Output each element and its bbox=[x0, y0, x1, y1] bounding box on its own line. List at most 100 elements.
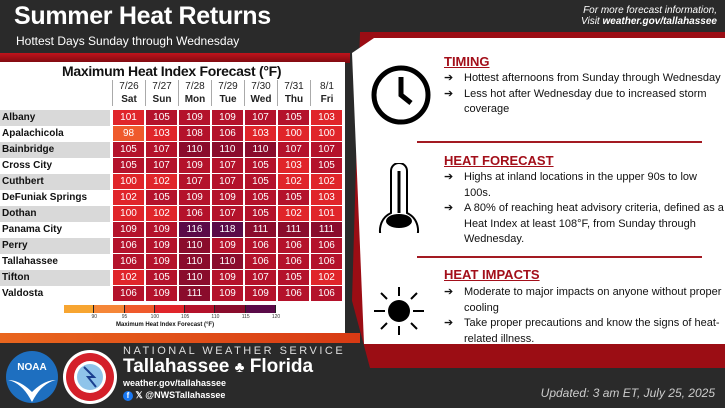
row-label: Tallahassee bbox=[2, 256, 58, 267]
heat-index-cell: 109 bbox=[146, 286, 177, 301]
heat-index-cell: 111 bbox=[245, 222, 276, 237]
heat-index-cell: 109 bbox=[212, 238, 243, 253]
x-icon[interactable]: 𝕏 bbox=[135, 390, 143, 400]
heat-index-cell: 110 bbox=[179, 142, 210, 157]
heat-index-cell: 106 bbox=[113, 286, 144, 301]
heat-index-cell: 111 bbox=[311, 222, 342, 237]
office-city: Tallahassee bbox=[123, 356, 230, 377]
agency-name: NATIONAL WEATHER SERVICE bbox=[123, 345, 346, 357]
arrow-icon: ➔ bbox=[444, 72, 454, 84]
column-date: 7/31 bbox=[284, 81, 304, 92]
heat-index-cell: 107 bbox=[212, 158, 243, 173]
column-date: 7/30 bbox=[251, 81, 271, 92]
heat-index-cell: 105 bbox=[245, 206, 276, 221]
heat-index-cell: 100 bbox=[311, 126, 342, 141]
heat-index-cell: 105 bbox=[278, 190, 309, 205]
column-day: Fri bbox=[320, 94, 334, 105]
heat-index-cell: 109 bbox=[179, 190, 210, 205]
bullet-item: ➔ Hottest afternoons from Sunday through … bbox=[440, 71, 725, 87]
colorbar-segment bbox=[215, 305, 246, 313]
bullet-item: ➔ A 80% of reaching heat advisory criteri… bbox=[440, 201, 725, 248]
heat-index-cell: 106 bbox=[113, 238, 144, 253]
office-state: Florida bbox=[249, 356, 314, 377]
bullet-text: Hottest afternoons from Sunday through W… bbox=[464, 72, 721, 84]
svg-text:NOAA: NOAA bbox=[17, 362, 46, 373]
timing-bullets: ➔ Hottest afternoons from Sunday through … bbox=[440, 71, 725, 118]
more-info: For more forecast information, Visit weat… bbox=[581, 5, 717, 27]
heat-index-cell: 111 bbox=[179, 286, 210, 301]
tree-icon: ♣ bbox=[234, 359, 245, 376]
colorbar-tick-label: 110 bbox=[211, 314, 220, 320]
noaa-logo: NOAA bbox=[6, 351, 58, 403]
heat-index-cell: 100 bbox=[113, 174, 144, 189]
bullet-text: Less hot after Wednesday due to increase… bbox=[464, 87, 707, 116]
colorbar-tick-label: 120 bbox=[271, 314, 281, 320]
heat-index-cell: 106 bbox=[311, 254, 342, 269]
heat-impacts-heading: HEAT IMPACTS bbox=[444, 267, 540, 282]
heat-index-cell: 109 bbox=[113, 222, 144, 237]
heat-index-cell: 105 bbox=[146, 190, 177, 205]
column-date: 7/27 bbox=[152, 81, 172, 92]
heat-impacts-bullets: ➔ Moderate to major impacts on anyone wit… bbox=[440, 285, 725, 347]
heat-index-cell: 100 bbox=[278, 126, 309, 141]
heat-index-cell: 102 bbox=[113, 270, 144, 285]
heat-index-cell: 102 bbox=[146, 174, 177, 189]
column-header: 7/30 Wed bbox=[244, 80, 277, 106]
arrow-icon: ➔ bbox=[444, 202, 454, 214]
bullet-text: Highs at inland locations in the upper 9… bbox=[464, 171, 697, 199]
heat-index-cell: 109 bbox=[179, 158, 210, 173]
facebook-icon[interactable]: f bbox=[123, 391, 133, 401]
website-link[interactable]: weather.gov/tallahassee bbox=[602, 16, 717, 27]
heat-index-cell: 105 bbox=[146, 110, 177, 125]
column-header: 7/28 Mon bbox=[178, 80, 211, 106]
social-handle[interactable]: @NWSTallahassee bbox=[145, 390, 226, 400]
heat-index-cell: 101 bbox=[113, 110, 144, 125]
orange-stripe bbox=[0, 333, 360, 343]
heat-index-cell: 109 bbox=[212, 286, 243, 301]
heat-index-cell: 106 bbox=[311, 286, 342, 301]
heat-index-cell: 102 bbox=[113, 190, 144, 205]
footer-website-link[interactable]: weather.gov/tallahassee bbox=[123, 378, 227, 388]
heat-index-cell: 107 bbox=[278, 142, 309, 157]
heat-index-cell: 106 bbox=[311, 238, 342, 253]
heat-index-cell: 103 bbox=[245, 126, 276, 141]
heat-index-cell: 109 bbox=[212, 270, 243, 285]
heat-index-cell: 106 bbox=[113, 254, 144, 269]
bullet-item: ➔ Moderate to major impacts on anyone wit… bbox=[440, 285, 725, 316]
heat-index-cell: 105 bbox=[245, 190, 276, 205]
heat-index-cell: 105 bbox=[146, 270, 177, 285]
thermometer-icon bbox=[379, 163, 419, 233]
arrow-icon: ➔ bbox=[444, 317, 454, 329]
heat-index-cell: 106 bbox=[212, 126, 243, 141]
heat-index-cell: 110 bbox=[179, 270, 210, 285]
heat-index-cell: 111 bbox=[278, 222, 309, 237]
column-header: 7/27 Sun bbox=[145, 80, 178, 106]
arrow-icon: ➔ bbox=[444, 286, 454, 298]
bullet-item: ➔ Less hot after Wednesday due to increas… bbox=[440, 87, 725, 118]
colorbar-tick-label: 100 bbox=[150, 314, 160, 320]
colorbar-segment bbox=[185, 305, 216, 313]
heat-index-cell: 106 bbox=[278, 238, 309, 253]
row-label: Cross City bbox=[2, 160, 53, 171]
heat-index-cell: 101 bbox=[311, 206, 342, 221]
colorbar bbox=[64, 305, 276, 313]
row-label: Tifton bbox=[0, 270, 110, 286]
row-label: Perry bbox=[0, 238, 110, 254]
heat-index-cell: 106 bbox=[278, 254, 309, 269]
heat-index-cell: 110 bbox=[212, 254, 243, 269]
heat-index-cell: 103 bbox=[311, 190, 342, 205]
column-header: 7/29 Tue bbox=[211, 80, 244, 106]
column-date: 7/28 bbox=[185, 81, 205, 92]
heat-index-cell: 109 bbox=[146, 254, 177, 269]
heat-index-cell: 102 bbox=[311, 270, 342, 285]
bullet-item: ➔ Highs at inland locations in the upper … bbox=[440, 170, 725, 201]
red-stripe bbox=[0, 53, 350, 63]
colorbar-segment bbox=[245, 305, 276, 313]
nws-logo bbox=[63, 350, 117, 404]
divider bbox=[417, 141, 702, 143]
row-label: Panama City bbox=[2, 224, 63, 235]
heat-index-cell: 106 bbox=[179, 206, 210, 221]
page-title: Summer Heat Returns bbox=[14, 2, 271, 30]
heat-index-cell: 118 bbox=[212, 222, 243, 237]
heat-index-cell: 107 bbox=[146, 158, 177, 173]
